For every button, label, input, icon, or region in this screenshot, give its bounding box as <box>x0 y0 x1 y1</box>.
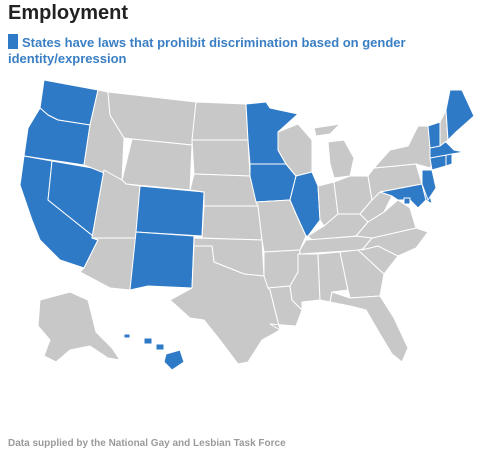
state-KS[interactable] <box>201 205 263 241</box>
state-WY[interactable] <box>121 138 193 191</box>
state-SD[interactable] <box>191 139 251 177</box>
state-CO[interactable] <box>135 185 205 237</box>
state-DC[interactable] <box>403 197 411 205</box>
state-ME[interactable] <box>445 89 475 141</box>
legend-swatch <box>8 34 18 49</box>
state-IA[interactable] <box>249 163 297 203</box>
state-NJ[interactable] <box>421 169 437 201</box>
state-TX[interactable] <box>169 245 281 365</box>
state-HI[interactable] <box>123 333 185 371</box>
legend: States have laws that prohibit discrimin… <box>8 34 448 67</box>
state-ND[interactable] <box>191 101 249 141</box>
state-NM[interactable] <box>129 231 195 291</box>
state-FL[interactable] <box>329 291 409 363</box>
source-note: Data supplied by the National Gay and Le… <box>8 438 286 449</box>
state-AK[interactable] <box>37 291 121 363</box>
state-MI[interactable] <box>313 123 355 179</box>
state-NY[interactable] <box>373 125 435 169</box>
state-VT[interactable] <box>427 121 441 149</box>
legend-text: States have laws that prohibit discrimin… <box>8 35 406 66</box>
map-title: Employment <box>8 2 129 24</box>
state-RI[interactable] <box>445 153 453 167</box>
